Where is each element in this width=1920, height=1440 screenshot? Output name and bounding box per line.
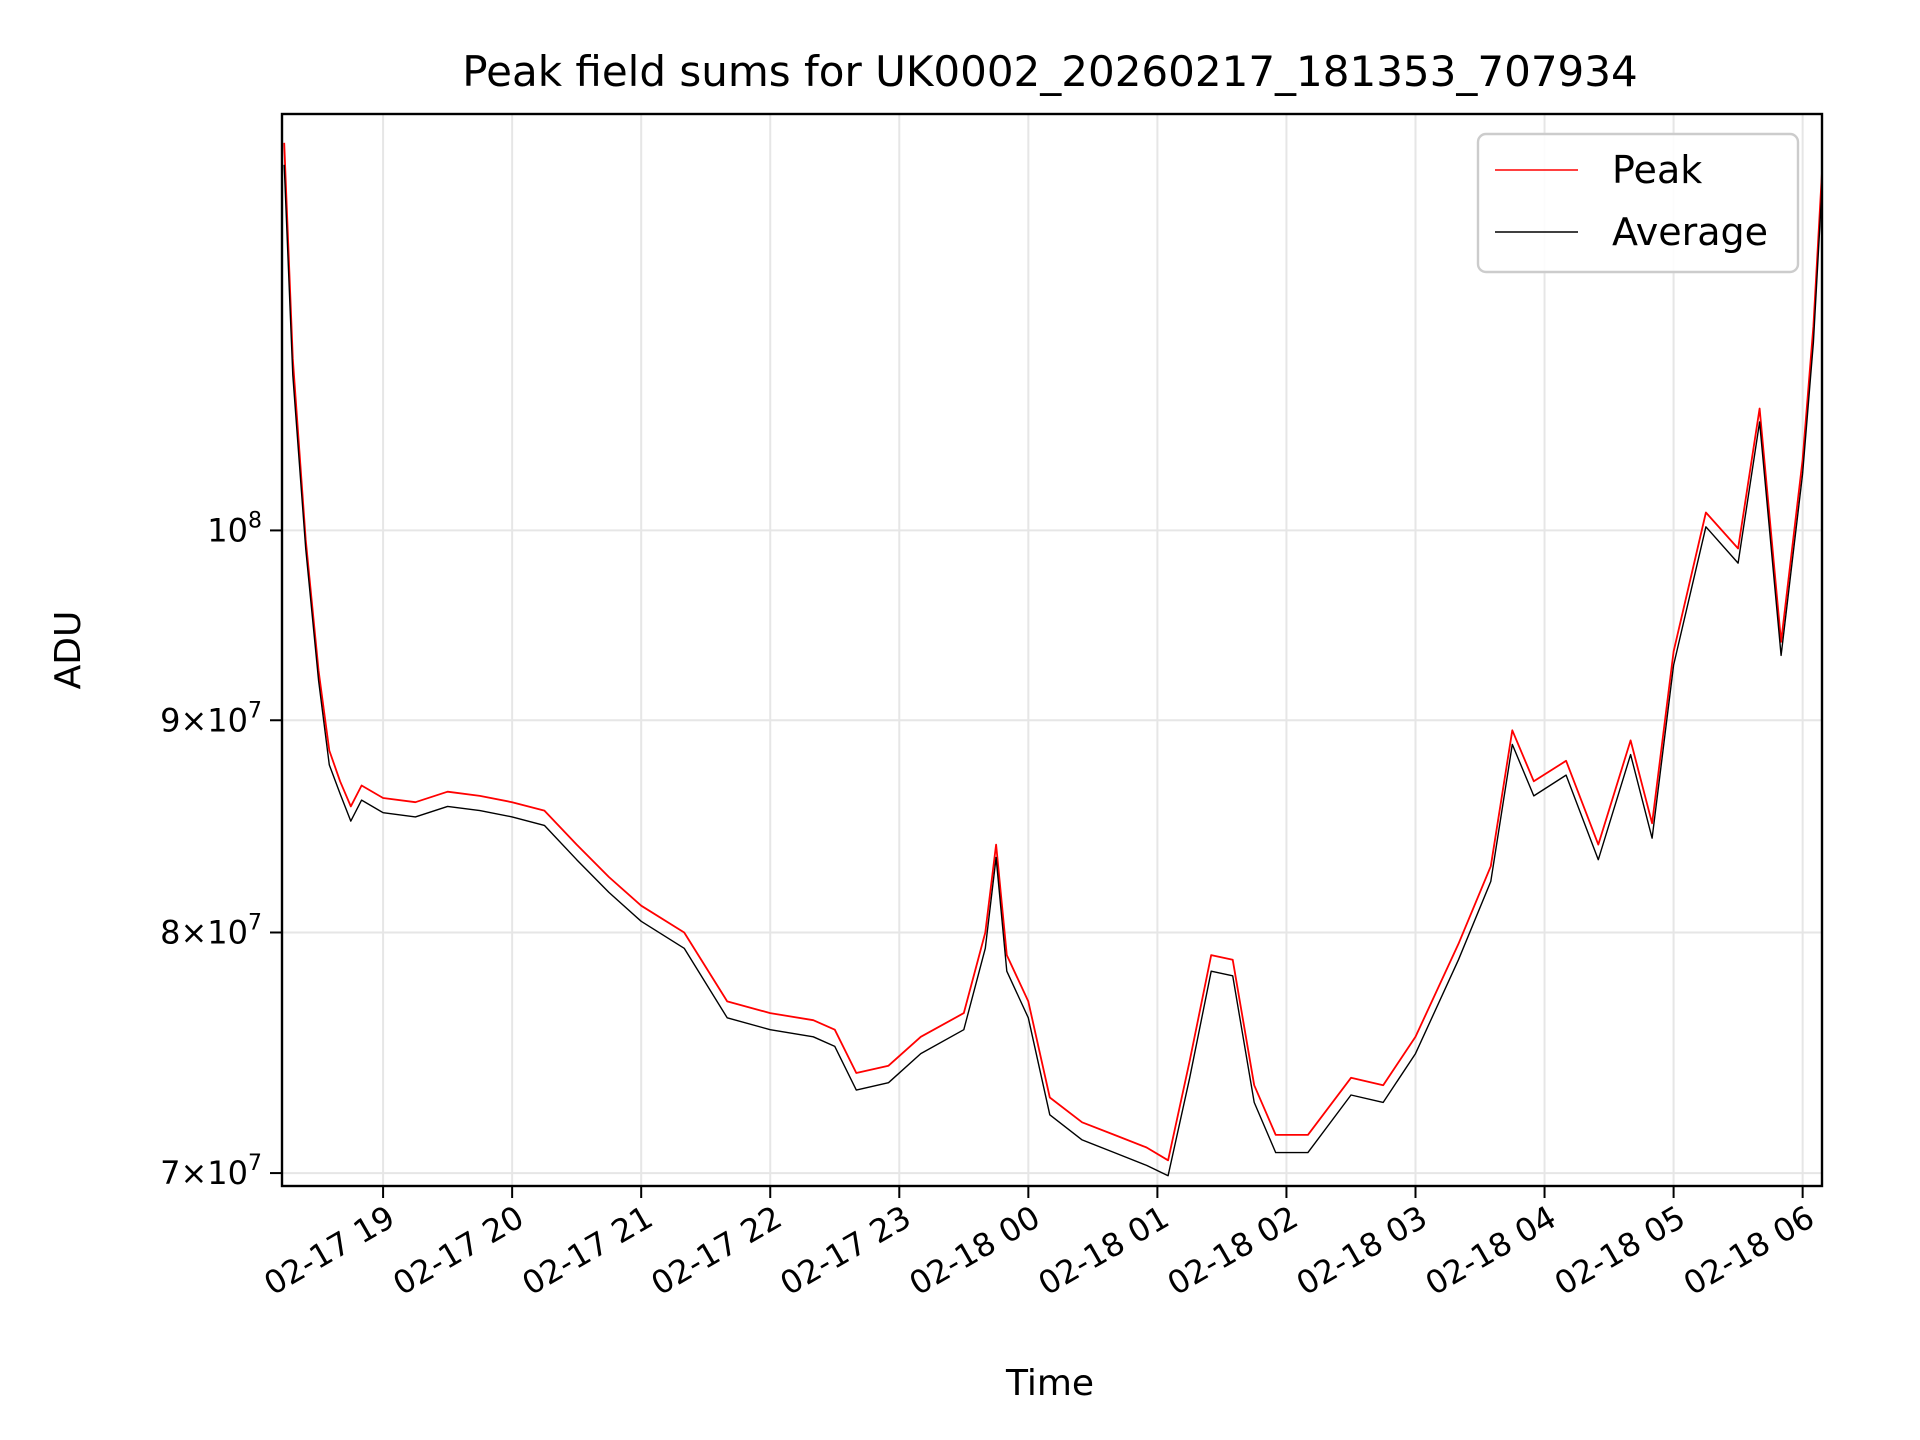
series-line-average <box>283 164 1823 1177</box>
y-axis-label: ADU <box>48 611 89 690</box>
y-axis: 7×107 8×107 9×107 108 <box>160 508 282 1192</box>
legend-label-average: Average <box>1612 210 1768 254</box>
y-tick-label: 7×107 <box>160 1151 262 1192</box>
legend: Peak Average <box>1476 132 1800 274</box>
plot-frame <box>280 112 1824 1188</box>
y-tick-label: 8×107 <box>160 910 262 951</box>
legend-box <box>1476 132 1800 274</box>
series-line-peak <box>283 142 1823 1162</box>
x-axis-label: Time <box>1005 1363 1094 1404</box>
y-tick-label: 108 <box>207 508 262 549</box>
legend-label-peak: Peak <box>1612 148 1702 192</box>
chart-title: Peak field sums for UK0002_20260217_1813… <box>462 47 1637 96</box>
series-layer <box>283 142 1823 1177</box>
y-tick-label: 9×107 <box>160 698 262 739</box>
